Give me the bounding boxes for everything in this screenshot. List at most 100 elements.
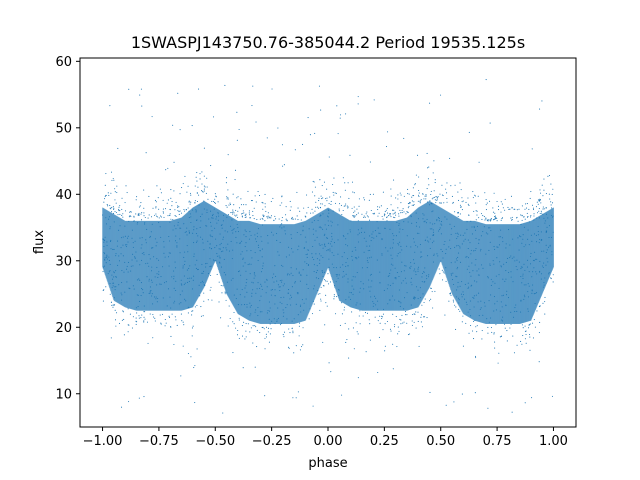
data-point <box>458 212 459 213</box>
data-point <box>269 319 270 320</box>
data-point <box>227 197 228 198</box>
data-point <box>442 257 443 258</box>
data-point <box>188 353 189 354</box>
data-point <box>525 334 526 335</box>
data-point <box>516 260 517 261</box>
data-point <box>393 180 394 181</box>
data-point <box>429 103 430 104</box>
data-point <box>174 209 175 210</box>
data-point <box>433 197 434 198</box>
data-point <box>433 172 434 173</box>
data-point <box>291 267 292 268</box>
data-point <box>503 207 504 208</box>
data-point <box>175 316 176 317</box>
data-point <box>449 224 450 225</box>
data-point <box>147 322 148 323</box>
data-point <box>217 274 218 275</box>
data-point <box>125 244 126 245</box>
data-point <box>150 313 151 314</box>
data-point <box>264 328 265 329</box>
data-point <box>321 244 322 245</box>
data-point <box>223 215 224 216</box>
data-point <box>510 271 511 272</box>
data-point <box>319 216 320 217</box>
data-point <box>341 302 342 303</box>
data-point <box>322 185 323 186</box>
data-point <box>187 270 188 271</box>
data-point <box>406 246 407 247</box>
data-point <box>348 182 349 183</box>
data-point <box>548 247 549 248</box>
data-point <box>213 259 214 260</box>
data-point <box>521 344 522 345</box>
data-point <box>118 209 119 210</box>
data-point <box>163 213 164 214</box>
data-point <box>413 195 414 196</box>
data-point <box>196 172 197 173</box>
data-point <box>116 212 117 213</box>
data-point <box>364 199 365 200</box>
data-point <box>260 296 261 297</box>
data-point <box>260 219 261 220</box>
data-point <box>397 272 398 273</box>
data-point <box>255 238 256 239</box>
data-point <box>286 220 287 221</box>
data-point <box>498 206 499 207</box>
data-point <box>146 242 147 243</box>
data-point <box>413 201 414 202</box>
data-point <box>356 322 357 323</box>
data-point <box>494 303 495 304</box>
data-point <box>172 125 173 126</box>
data-point <box>460 205 461 206</box>
data-point <box>345 262 346 263</box>
data-point <box>193 242 194 243</box>
data-point <box>458 282 459 283</box>
data-point <box>371 280 372 281</box>
data-point <box>473 321 474 322</box>
data-point <box>381 316 382 317</box>
data-point <box>493 219 494 220</box>
data-point <box>127 241 128 242</box>
data-point <box>427 219 428 220</box>
data-point <box>415 245 416 246</box>
data-point <box>237 289 238 290</box>
data-point <box>412 200 413 201</box>
data-point <box>312 313 313 314</box>
data-point <box>481 307 482 308</box>
data-point <box>169 240 170 241</box>
data-point <box>457 257 458 258</box>
data-point <box>479 275 480 276</box>
data-point <box>484 302 485 303</box>
data-point <box>414 298 415 299</box>
data-point <box>336 274 337 275</box>
data-point <box>221 251 222 252</box>
data-point <box>520 301 521 302</box>
data-point <box>232 250 233 251</box>
data-point <box>358 241 359 242</box>
data-point <box>198 195 199 196</box>
data-point <box>290 234 291 235</box>
data-point <box>265 211 266 212</box>
data-point <box>249 315 250 316</box>
data-point <box>470 221 471 222</box>
data-point <box>108 273 109 274</box>
data-point <box>242 213 243 214</box>
data-point <box>226 205 227 206</box>
data-point <box>367 215 368 216</box>
data-point <box>218 301 219 302</box>
data-point <box>424 221 425 222</box>
data-point <box>291 297 292 298</box>
data-point <box>160 276 161 277</box>
data-point <box>544 301 545 302</box>
data-point <box>475 326 476 327</box>
data-point <box>378 320 379 321</box>
data-point <box>167 203 168 204</box>
data-point <box>521 243 522 244</box>
data-point <box>128 236 129 237</box>
data-point <box>472 191 473 192</box>
data-point <box>369 250 370 251</box>
data-point <box>214 209 215 210</box>
data-point <box>431 211 432 212</box>
data-point <box>522 324 523 325</box>
data-point <box>373 303 374 304</box>
